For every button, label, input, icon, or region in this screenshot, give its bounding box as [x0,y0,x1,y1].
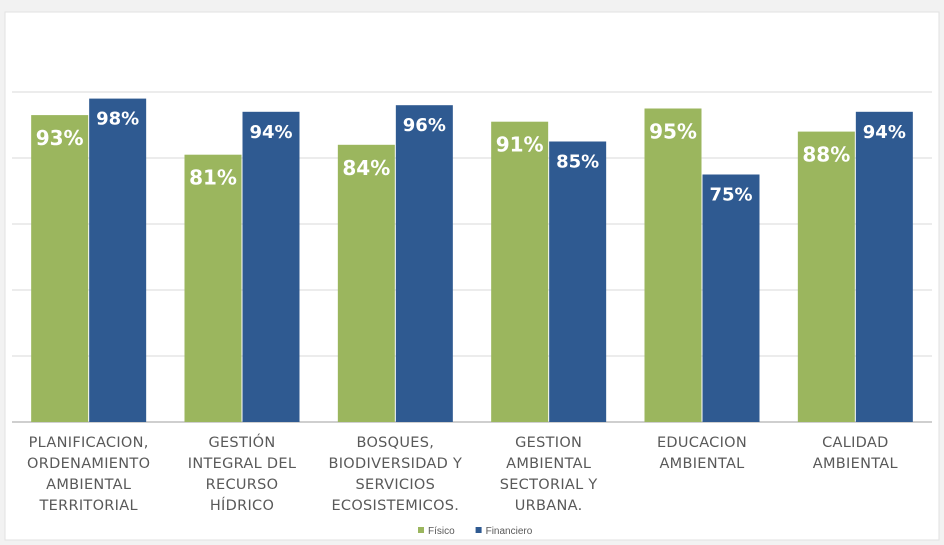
category-labels: PLANIFICACION, ORDENAMIENTO AMBIENTAL TERRI… [27,433,898,514]
data-label: 75% [709,185,752,206]
category-label-line: EDUCACION [657,435,747,451]
bar-fisico-2 [184,154,242,422]
data-labels: 93% 81% 84% 91% 95% 88% 98% 94% 96% 85% 75% 94% [36,109,906,206]
category-label-line: AMBIENTAL [659,456,744,472]
data-label: 93% [36,126,84,150]
data-label: 95% [649,120,697,144]
data-label: 94% [863,122,906,143]
data-label: 91% [496,133,544,157]
category-label-line: SECTORIAL Y [500,477,598,493]
bar-fisico-6 [797,131,855,422]
category-label-line: AMBIENTAL [46,477,131,493]
category-label-line: SERVICIOS [356,477,436,493]
category-label: GESTION AMBIENTAL SECTORIAL Y URBANA. [500,435,598,514]
bars [31,98,913,423]
gridlines [12,91,932,423]
bar-financiero-3 [395,105,453,422]
category-label: BOSQUES, BIODIVERSIDAD Y SERVICIOS ECOSISTE… [328,435,462,514]
data-label: 98% [96,109,139,130]
bar-fisico-3 [337,144,395,423]
legend-label: Físico [428,526,455,537]
data-label: 94% [249,122,292,143]
data-label: 85% [556,152,599,173]
category-label-line: CALIDAD [822,435,889,451]
category-label-line: HÍDRICO [210,497,274,514]
data-label: 81% [189,166,237,190]
category-label-line: RECURSO [206,477,279,493]
category-label-line: BIODIVERSIDAD Y [328,456,462,472]
legend-swatch [418,527,424,533]
category-label-line: GESTION [515,435,582,451]
category-label: EDUCACION AMBIENTAL [657,435,747,472]
category-label-line: GESTIÓN [208,433,275,451]
plot-area-background [4,11,940,541]
bar-fisico-4 [491,121,549,422]
bar-fisico-1 [31,115,89,422]
data-label: 96% [403,115,446,136]
category-label: CALIDAD AMBIENTAL [813,435,898,472]
category-label-line: AMBIENTAL [506,456,591,472]
category-label: GESTIÓN INTEGRAL DEL RECURSO HÍDRICO [188,433,296,514]
category-label-line: AMBIENTAL [813,456,898,472]
category-label-line: URBANA. [515,498,583,514]
bar-financiero-6 [855,111,913,423]
data-label: 88% [802,143,850,167]
bar-financiero-4 [549,141,607,422]
data-label: 84% [342,156,390,180]
legend-label: Financiero [486,526,533,537]
category-label-line: ECOSISTEMICOS. [331,498,459,514]
category-label-line: TERRITORIAL [38,498,137,514]
legend: Físico Financiero [418,526,533,537]
bar-financiero-2 [242,111,300,423]
bar-financiero-1 [89,98,147,422]
category-label-line: PLANIFICACION, [29,435,149,451]
legend-swatch [475,527,482,533]
category-label-line: INTEGRAL DEL [188,456,296,472]
category-label: PLANIFICACION, ORDENAMIENTO AMBIENTAL TERRI… [27,435,150,514]
bar-fisico-5 [644,108,702,422]
bar-financiero-5 [702,174,760,422]
category-label-line: BOSQUES, [356,435,434,451]
category-label-line: ORDENAMIENTO [27,456,150,472]
